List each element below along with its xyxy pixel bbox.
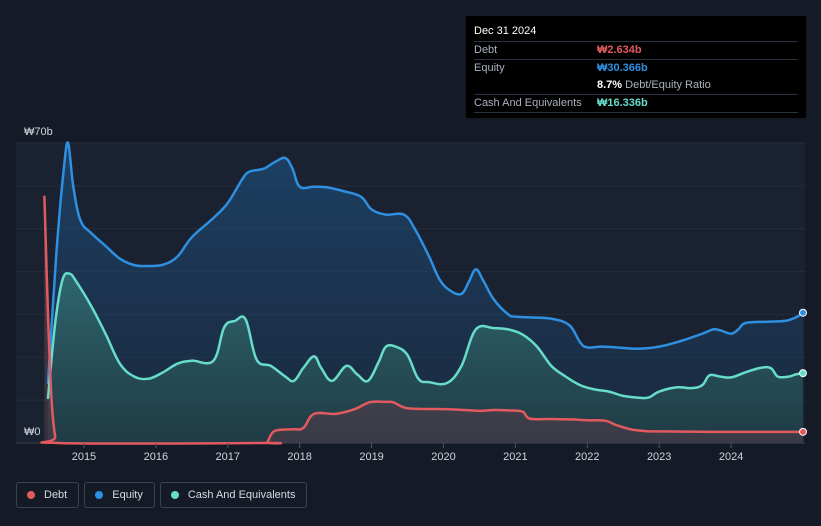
legend-item-cash[interactable]: Cash And Equivalents (159, 482, 308, 508)
tooltip-row-cash: Cash And Equivalents ₩16.336b (474, 94, 798, 112)
x-tick-label: 2022 (575, 451, 599, 463)
x-tick-label: 2015 (72, 451, 96, 463)
y-axis-bottom-label: ₩0 (24, 426, 41, 438)
tooltip-date: Dec 31 2024 (474, 25, 537, 37)
y-axis-top-label: ₩70b (24, 126, 53, 138)
legend-label: Cash And Equivalents (187, 489, 296, 501)
tooltip-label: Debt (474, 44, 498, 56)
equity-dot-icon (95, 491, 104, 499)
x-tick-label: 2023 (647, 451, 671, 463)
tooltip-suffix: Debt/Equity Ratio (625, 79, 711, 91)
tooltip-value: ₩16.336b (597, 97, 648, 109)
legend: Debt Equity Cash And Equivalents (16, 482, 308, 508)
x-tick-label: 2021 (503, 451, 527, 463)
tooltip-row-equity: Equity ₩30.366b (474, 59, 798, 77)
legend-item-debt[interactable]: Debt (16, 482, 80, 508)
x-tick-label: 2024 (719, 451, 743, 463)
debt-line (40, 195, 805, 445)
tooltip-label (474, 77, 597, 94)
equity-endpoint (799, 308, 807, 317)
x-tick-label: 2017 (216, 451, 240, 463)
x-tick-label: 2020 (431, 451, 455, 463)
legend-item-equity[interactable]: Equity (84, 482, 155, 508)
tooltip-value: 8.7% (597, 79, 623, 91)
cash-and-equivalents-endpoint (799, 369, 807, 378)
x-tick-label: 2019 (359, 451, 383, 463)
tooltip-row-ratio: 8.7% Debt/Equity Ratio (474, 77, 798, 94)
cash-dot-icon (170, 491, 179, 499)
tooltip-value: ₩30.366b (597, 62, 648, 74)
cash-and-equivalents-line (46, 271, 805, 400)
debt-endpoint (799, 427, 807, 436)
legend-label: Debt (44, 489, 68, 501)
series-endpoints (799, 308, 807, 436)
tooltip-label: Equity (474, 62, 505, 74)
tooltip-bottom-rule (474, 112, 798, 130)
equity-line (46, 141, 805, 385)
x-tick-label: 2016 (144, 451, 168, 463)
series-lines (40, 141, 805, 445)
x-axis: 2015 2016 2017 2018 2019 2020 2021 2022 2023 2024 (72, 443, 743, 463)
legend-label: Equity (112, 489, 143, 501)
x-tick-label: 2018 (287, 451, 311, 463)
tooltip-panel: Dec 31 2024 Debt ₩2.634b Equity ₩30.366b… (466, 16, 806, 118)
series-areas (41, 142, 803, 444)
tooltip-value: ₩2.634b (597, 44, 642, 56)
tooltip-label: Cash And Equivalents (474, 97, 582, 109)
debt-dot-icon (27, 491, 35, 499)
cash-and-equivalents-area (48, 273, 803, 443)
tooltip-row-debt: Debt ₩2.634b (474, 41, 798, 59)
